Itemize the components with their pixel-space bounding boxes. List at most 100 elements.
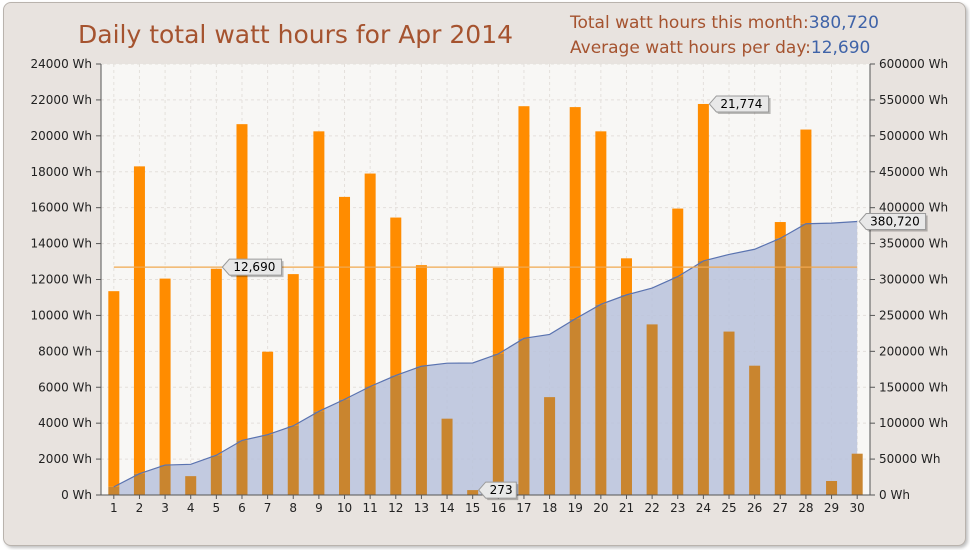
y-left-tick-label: 22000 Wh	[31, 93, 92, 107]
bar-day-10	[339, 196, 351, 400]
x-tick-label: 10	[337, 501, 352, 515]
y-right-tick-label: 50000 Wh	[879, 452, 940, 466]
x-tick-label: 18	[542, 501, 557, 515]
bar-day-1	[108, 291, 120, 487]
bar-day-9-lower	[313, 411, 325, 495]
bar-day-13-lower	[415, 366, 427, 495]
marker-0: 12,690	[221, 258, 284, 278]
bar-day-15	[467, 490, 479, 495]
bar-day-17-lower	[518, 338, 530, 495]
x-tick-label: 15	[465, 501, 480, 515]
marker-2: 273	[478, 481, 519, 501]
x-tick-label: 3	[161, 501, 169, 515]
y-left-tick-label: 2000 Wh	[38, 452, 92, 466]
x-tick-label: 2	[136, 501, 144, 515]
x-tick-label: 7	[264, 501, 272, 515]
x-tick-label: 29	[824, 501, 839, 515]
bar-day-11	[364, 173, 376, 387]
bar-day-5-lower	[210, 455, 222, 495]
bar-day-26	[749, 365, 761, 495]
y-left-tick-label: 6000 Wh	[38, 380, 92, 394]
bar-day-12	[390, 217, 402, 376]
bar-day-7	[262, 351, 274, 435]
bar-day-23-lower	[672, 276, 684, 495]
bar-day-16-lower	[492, 353, 504, 495]
x-tick-label: 12	[388, 501, 403, 515]
x-tick-label: 16	[491, 501, 506, 515]
y-right-tick-label: 250000 Wh	[879, 308, 948, 322]
bar-day-23	[672, 208, 684, 277]
bar-day-6	[236, 124, 248, 441]
y-left-tick-label: 20000 Wh	[31, 129, 92, 143]
summary-average-label: Average watt hours per day:	[570, 38, 811, 58]
bar-day-20-lower	[595, 304, 607, 495]
x-tick-label: 8	[289, 501, 297, 515]
bar-day-10-lower	[339, 399, 351, 495]
bar-day-30	[851, 453, 863, 495]
y-left-tick-label: 24000 Wh	[31, 57, 92, 71]
bar-day-19-lower	[569, 318, 581, 495]
y-left-tick-label: 4000 Wh	[38, 416, 92, 430]
y-right-tick-label: 450000 Wh	[879, 165, 948, 179]
bar-day-5	[210, 268, 222, 456]
x-tick-label: 24	[696, 501, 711, 515]
bar-day-9	[313, 131, 325, 412]
marker-3: 380,720	[858, 213, 928, 232]
x-tick-label: 6	[238, 501, 246, 515]
y-right-tick-label: 550000 Wh	[879, 93, 948, 107]
x-tick-label: 1	[110, 501, 118, 515]
cumulative-line	[113, 220, 858, 488]
x-tick-label: 13	[414, 501, 429, 515]
x-tick-label: 19	[568, 501, 583, 515]
bar-day-28	[800, 129, 812, 224]
y-right-tick-label: 300000 Wh	[879, 273, 948, 287]
y-right-tick-label: 500000 Wh	[879, 129, 948, 143]
marker-1: 21,774	[708, 95, 771, 114]
bar-day-8	[287, 274, 299, 426]
bar-day-24-lower	[697, 260, 709, 495]
bar-day-24	[697, 103, 709, 261]
bar-day-18	[544, 397, 556, 495]
bar-day-7-lower	[262, 434, 274, 495]
summary-total: Total watt hours this month:380,720	[570, 13, 879, 33]
cumulative-area	[113, 221, 858, 496]
x-tick-label: 27	[773, 501, 788, 515]
x-tick-label: 17	[516, 501, 531, 515]
x-tick-label: 4	[187, 501, 195, 515]
marker-box	[858, 213, 927, 231]
bar-day-21-lower	[620, 294, 632, 495]
marker-box	[708, 95, 770, 113]
bar-day-2-lower	[133, 473, 145, 495]
bar-day-2	[133, 166, 145, 474]
x-tick-label: 25	[721, 501, 736, 515]
y-right-tick-label: 600000 Wh	[879, 57, 948, 71]
bar-day-28-lower	[800, 223, 812, 496]
y-left-tick-label: 8000 Wh	[38, 344, 92, 358]
y-left-tick-label: 18000 Wh	[31, 165, 92, 179]
x-tick-label: 11	[363, 501, 378, 515]
y-right-tick-label: 0 Wh	[879, 488, 910, 502]
x-tick-label: 22	[644, 501, 659, 515]
y-right-tick-label: 200000 Wh	[879, 344, 948, 358]
summary-average: Average watt hours per day:12,690	[570, 38, 870, 58]
bar-day-8-lower	[287, 425, 299, 495]
bar-day-6-lower	[236, 440, 248, 495]
bar-day-12-lower	[390, 375, 402, 495]
summary-average-value: 12,690	[810, 38, 871, 58]
bar-series	[108, 103, 863, 496]
bar-day-13	[415, 265, 427, 367]
x-tick-label: 28	[798, 501, 813, 515]
y-left-tick-label: 10000 Wh	[31, 308, 92, 322]
bar-day-4	[185, 476, 197, 495]
marker-label: 380,720	[870, 215, 920, 229]
bar-day-20	[595, 131, 607, 305]
bar-day-25	[723, 331, 735, 495]
bar-day-29	[826, 480, 838, 495]
marker-box	[221, 258, 283, 276]
bar-day-3	[159, 278, 171, 466]
bar-day-27-lower	[774, 238, 786, 495]
marker-label: 12,690	[233, 260, 275, 274]
bar-day-11-lower	[364, 386, 376, 495]
y-left-tick-label: 14000 Wh	[31, 237, 92, 251]
